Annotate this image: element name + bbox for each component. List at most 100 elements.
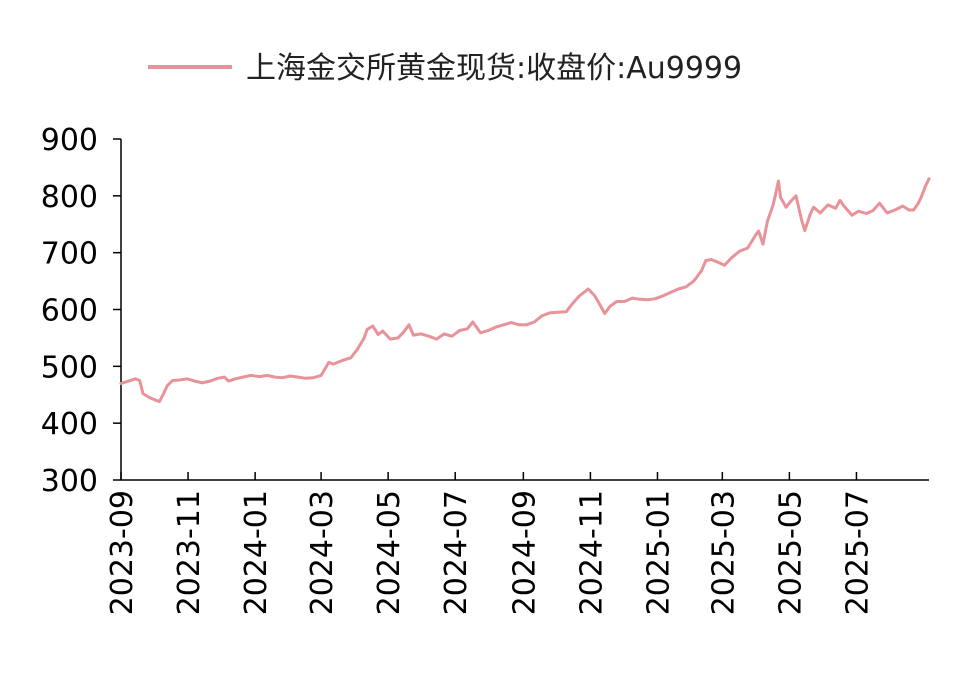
x-tick-label: 2024-03 [305, 490, 340, 615]
series-line [119, 177, 931, 404]
data-point [700, 269, 703, 273]
data-point [171, 379, 174, 382]
data-point [746, 246, 749, 250]
data-point [223, 375, 226, 379]
data-point [548, 311, 551, 315]
data-point [281, 376, 284, 380]
data-point [381, 329, 384, 333]
data-point [865, 212, 868, 215]
data-point [800, 218, 803, 221]
data-point [901, 204, 904, 208]
data-point [376, 333, 380, 336]
data-point [646, 298, 649, 302]
y-tick-label: 300 [41, 464, 98, 499]
data-point [871, 209, 875, 212]
data-point [362, 337, 366, 340]
data-point [494, 325, 498, 329]
data-point [241, 375, 245, 379]
data-point [669, 291, 672, 294]
data-point [119, 382, 123, 385]
x-tick-label: 2025-05 [773, 490, 808, 615]
plot-area [119, 177, 931, 404]
data-point [138, 379, 141, 382]
data-point [471, 320, 475, 324]
data-point [517, 323, 521, 327]
y-axis: 300 400 500 600 700 800 900 [41, 123, 122, 499]
data-point [603, 312, 606, 315]
data-point [715, 260, 719, 264]
data-point [249, 374, 252, 377]
data-point [502, 323, 505, 327]
data-point [571, 301, 575, 305]
data-point [540, 314, 544, 318]
y-tick-label: 800 [41, 180, 98, 215]
data-point [593, 294, 597, 298]
data-point [556, 311, 559, 314]
data-point [486, 329, 490, 332]
data-point [312, 376, 315, 380]
data-point [273, 375, 277, 379]
y-tick-label: 900 [41, 123, 98, 158]
data-point [134, 377, 137, 381]
data-point [564, 310, 568, 314]
data-point [578, 294, 581, 298]
data-point [141, 392, 145, 395]
data-point [289, 374, 292, 378]
data-point [365, 328, 369, 331]
data-point [216, 377, 219, 380]
data-point [201, 381, 204, 385]
x-axis: 2023-09 2023-11 2024-01 2024-03 2024-05 2024-… [105, 472, 929, 615]
data-point [907, 208, 911, 212]
data-point [771, 204, 775, 207]
data-point [178, 378, 181, 382]
data-point [427, 334, 431, 338]
data-point [349, 356, 353, 360]
data-point [784, 205, 788, 209]
data-point [356, 348, 359, 351]
data-point [304, 377, 308, 380]
data-point [766, 220, 769, 223]
data-point [927, 177, 931, 181]
data-point [608, 304, 612, 308]
data-point [912, 208, 915, 212]
data-point [479, 331, 482, 335]
data-point [258, 375, 261, 378]
data-point [704, 259, 708, 262]
data-point [193, 379, 196, 383]
data-point [396, 336, 400, 340]
data-point [723, 263, 726, 267]
data-point [450, 334, 454, 338]
data-point [779, 196, 782, 199]
data-point [442, 332, 446, 336]
data-point [761, 242, 765, 246]
data-point [730, 255, 734, 259]
x-tick-label: 2024-01 [239, 490, 274, 615]
x-tick-label: 2023-09 [105, 490, 140, 615]
data-point [850, 213, 854, 217]
data-point [327, 361, 331, 364]
data-point [677, 287, 680, 291]
data-point [638, 298, 642, 301]
y-tick-label: 700 [41, 237, 98, 272]
data-point [340, 359, 344, 362]
data-point [878, 201, 881, 205]
data-point [789, 200, 792, 203]
data-point [794, 194, 798, 198]
data-point [389, 337, 392, 341]
data-point [148, 396, 151, 399]
data-point [834, 207, 837, 210]
data-point [165, 384, 169, 388]
data-point [818, 211, 822, 215]
x-tick-label: 2024-05 [372, 490, 407, 615]
data-point [710, 258, 713, 261]
data-point [586, 287, 590, 291]
x-tick-label: 2025-07 [840, 490, 875, 615]
data-point [885, 211, 889, 215]
data-point [615, 300, 619, 303]
legend: 上海金交所黄金现货:收盘价:Au9999 [148, 51, 742, 86]
data-point [920, 195, 923, 199]
data-point [435, 337, 438, 341]
data-point [809, 212, 812, 216]
data-point [185, 377, 189, 381]
